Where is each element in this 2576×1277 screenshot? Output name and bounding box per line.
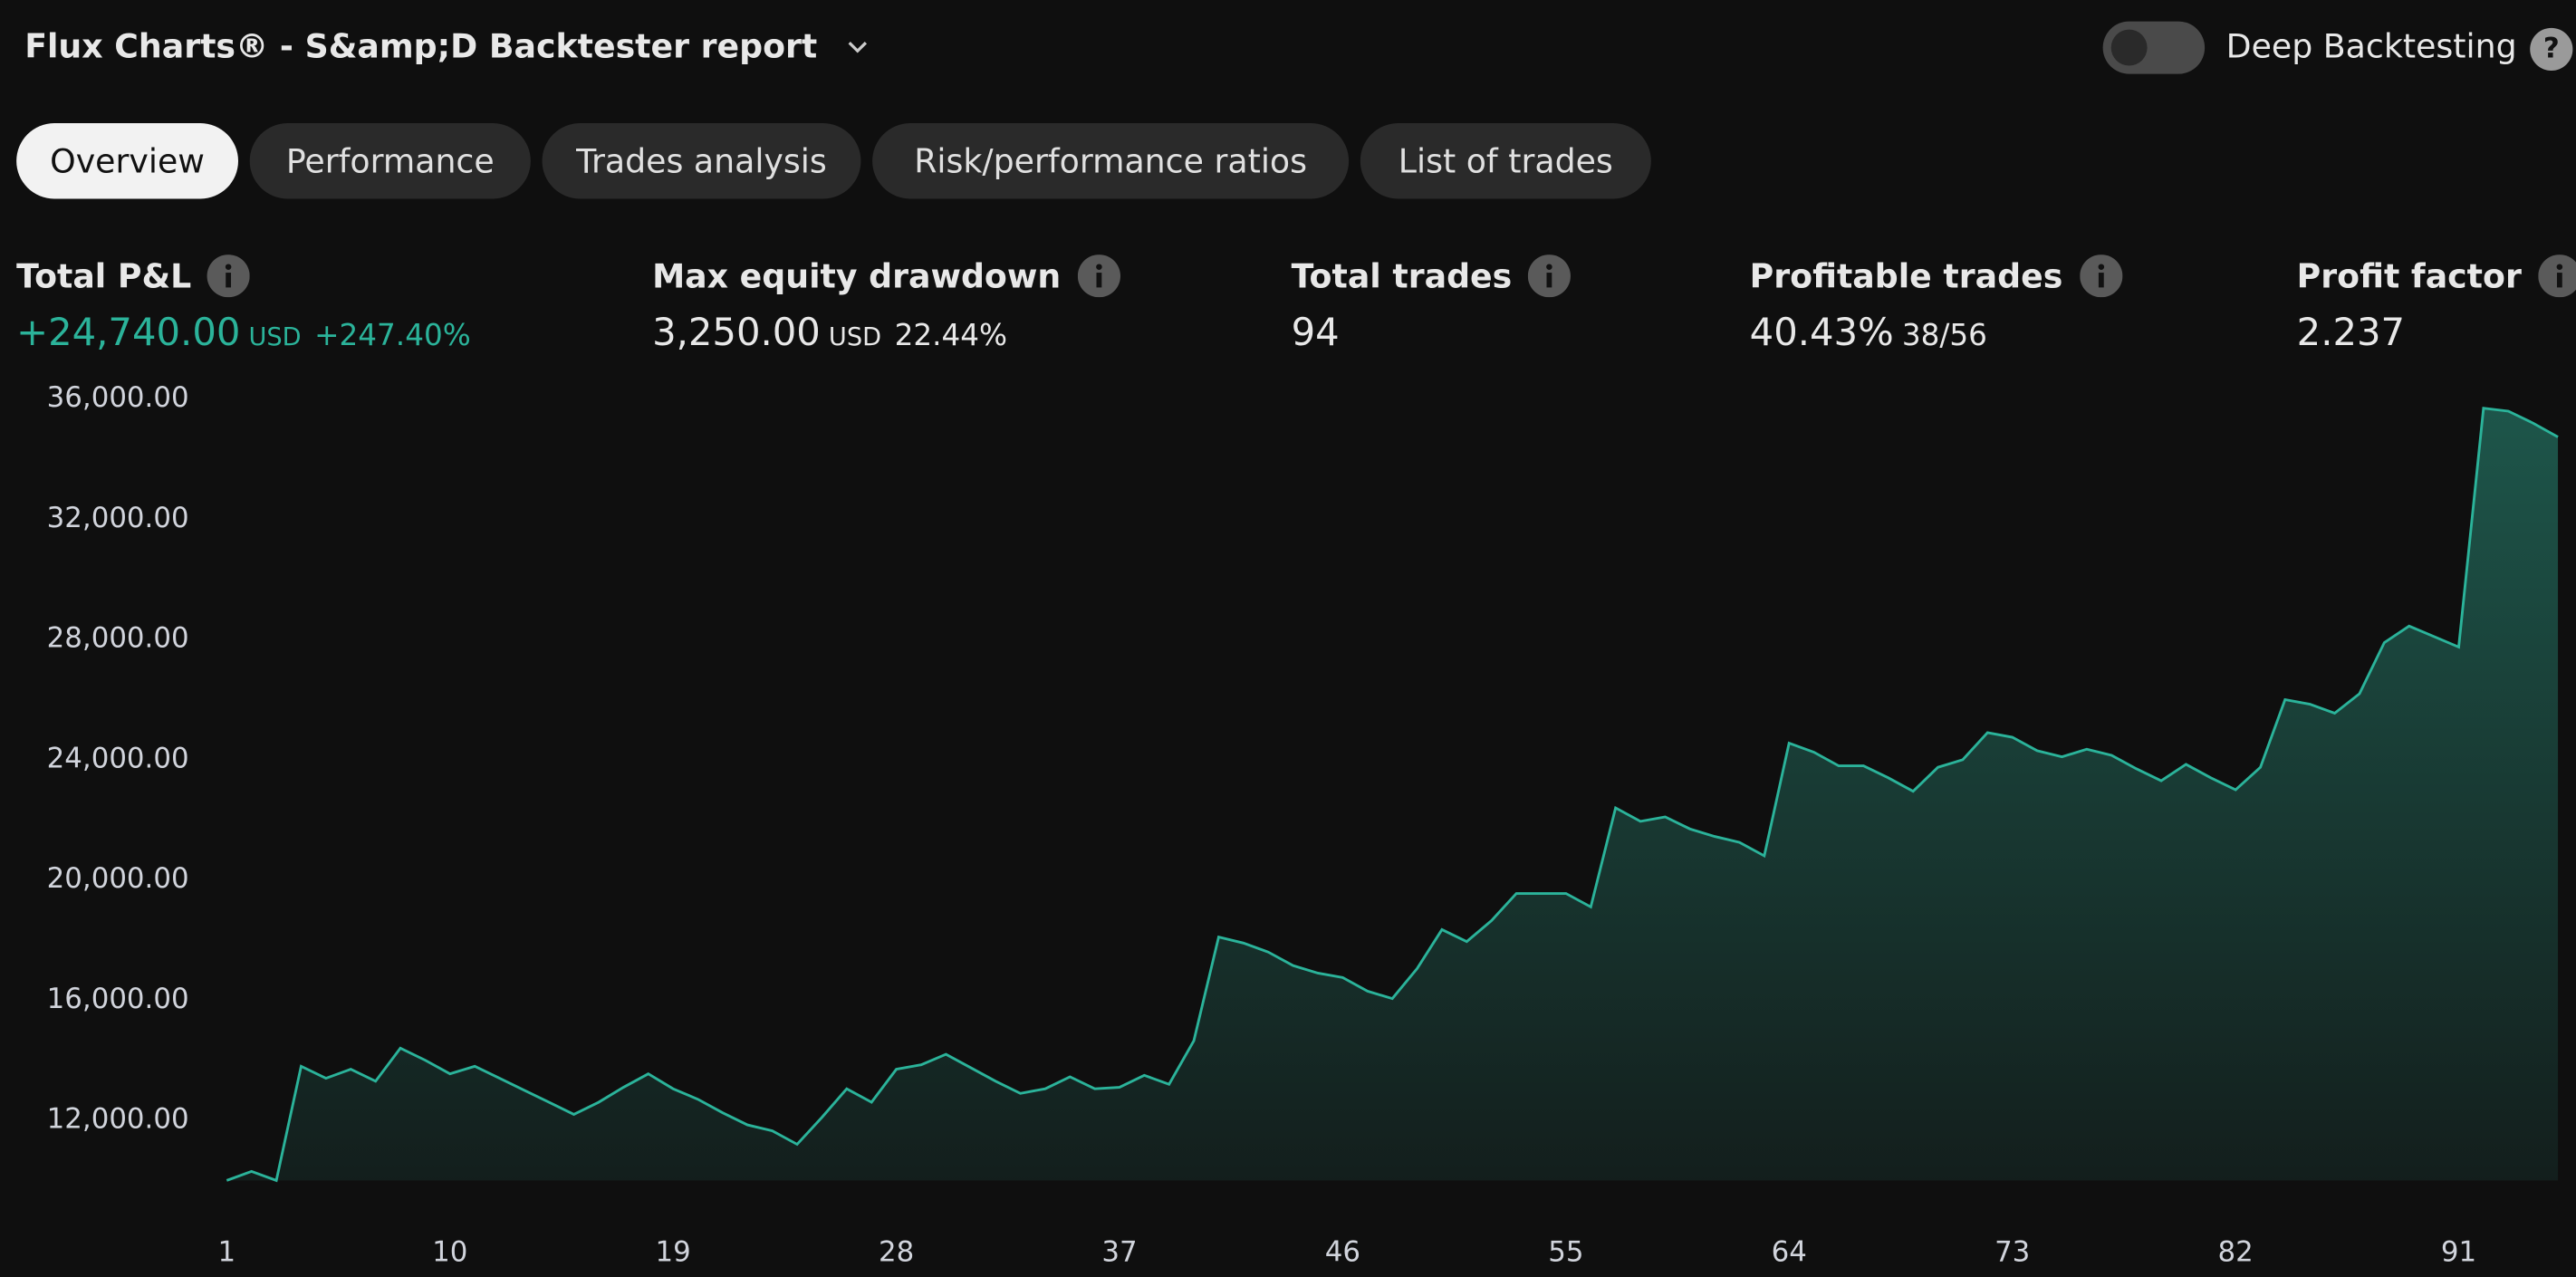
chevron [849, 42, 868, 53]
x-tick-label: 73 [1994, 1235, 2030, 1268]
area-fill [226, 408, 2559, 1181]
metric-label: Profitable trades [1749, 254, 2122, 298]
tab[interactable]: Risk/performance ratios [872, 123, 1350, 199]
metric-unit: USD [828, 322, 882, 352]
metric-label-text: Total P&L [16, 255, 192, 296]
help-icon[interactable]: ? [2530, 27, 2573, 71]
y-tick-label: 28,000.00 [47, 622, 189, 655]
metric-label-text: Profit factor [2296, 255, 2522, 296]
x-tick-label: 55 [1548, 1235, 1583, 1268]
x-tick-label: 46 [1325, 1235, 1360, 1268]
info-icon[interactable] [1077, 254, 1120, 298]
y-tick-label: 12,000.00 [47, 1103, 189, 1136]
y-tick-label: 16,000.00 [47, 983, 189, 1015]
tab[interactable]: Overview [16, 123, 238, 199]
x-tick-label: 91 [2441, 1235, 2476, 1268]
tab[interactable]: Trades analysis [542, 123, 861, 199]
metric-value: 94 [1292, 312, 1340, 355]
x-tick-label: 10 [432, 1235, 467, 1268]
metric-value: 40.43% 38/56 [1750, 312, 1987, 355]
metric-value: +24,740.00 USD +247.40% [16, 312, 471, 355]
report-title[interactable]: Flux Charts® - S&amp;D Backtester report [24, 26, 871, 66]
metric-label: Profit factor [2296, 254, 2576, 298]
toggle-label: Deep Backtesting [2225, 26, 2517, 66]
x-tick-label: 82 [2217, 1235, 2253, 1268]
info-icon[interactable] [2079, 254, 2122, 298]
y-tick-label: 20,000.00 [47, 862, 189, 895]
metric-number: 3,250.00 [652, 312, 821, 355]
x-tick-label: 1 [217, 1235, 235, 1268]
metric-label: Total trades [1291, 254, 1572, 298]
metric-number: +24,740.00 [16, 312, 241, 355]
info-icon[interactable] [2537, 254, 2576, 298]
y-tick-label: 32,000.00 [47, 502, 189, 534]
x-tick-label: 64 [1772, 1235, 1807, 1268]
metric-label-text: Profitable trades [1749, 255, 2063, 296]
deep-backtesting-toggle[interactable] [2102, 21, 2206, 74]
metric-number: 2.237 [2296, 312, 2406, 355]
x-tick-label: 37 [1101, 1235, 1137, 1268]
metric-unit: USD [248, 322, 302, 352]
metric-label-text: Max equity drawdown [652, 255, 1062, 296]
metric-label: Max equity drawdown [652, 254, 1120, 298]
metric-number: 94 [1291, 312, 1340, 355]
info-icon[interactable] [1528, 254, 1572, 298]
equity-line [226, 407, 2559, 1183]
title-text: Flux Charts® - S&amp;D Backtester report [24, 26, 818, 66]
y-tick-label: 24,000.00 [47, 742, 189, 774]
x-tick-label: 19 [656, 1235, 691, 1268]
tab[interactable]: List of trades [1360, 123, 1651, 199]
metric-extra: 38/56 [1901, 318, 1987, 353]
metric-label-text: Total trades [1291, 255, 1513, 296]
metric-label: Total P&L [16, 254, 251, 298]
metric-extra: 22.44% [894, 318, 1008, 353]
metric-extra: +247.40% [314, 318, 471, 353]
y-tick-label: 36,000.00 [47, 381, 189, 414]
info-icon[interactable] [207, 254, 251, 298]
metric-value: 2.237 [2297, 312, 2405, 355]
tab[interactable]: Performance [249, 123, 531, 199]
metric-number: 40.43% [1749, 312, 1894, 355]
metric-value: 3,250.00 USD 22.44% [652, 312, 1007, 355]
x-tick-label: 28 [879, 1235, 914, 1268]
